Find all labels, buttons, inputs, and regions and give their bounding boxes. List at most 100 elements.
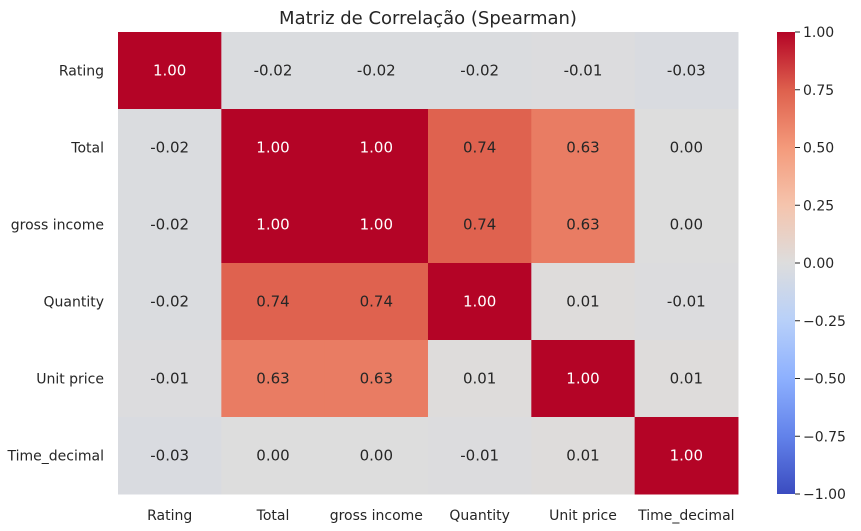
heatmap-cell-2-1 — [221, 186, 326, 264]
heatmap-cell-3-4 — [531, 263, 636, 341]
heatmap-cell-2-0 — [118, 186, 222, 264]
cell-value-label: -0.02 — [150, 216, 189, 234]
column-label-2: gross income — [330, 508, 423, 524]
heatmap-cell-4-1 — [221, 340, 326, 418]
cell-value-label: -0.02 — [150, 293, 189, 311]
cell-value-label: -0.03 — [150, 447, 189, 465]
heatmap-cell-0-0 — [118, 32, 222, 110]
heatmap-cell-3-3 — [427, 263, 532, 341]
colorbar-ticks: 1.00 0.75 0.50 0.25 0.00 −0.25 −0.50 −0.75 −1.00 — [795, 25, 846, 503]
cell-value-label: -0.01 — [460, 447, 499, 465]
heatmap-cell-0-5 — [634, 32, 739, 110]
cell-value-label: 0.00 — [670, 139, 703, 157]
heatmap-cell-5-1 — [221, 417, 326, 495]
cell-value-label: 1.00 — [256, 139, 289, 157]
heatmap-cell-4-3 — [427, 340, 532, 418]
heatmap-cell-0-3 — [427, 32, 532, 110]
cell-value-label: 0.01 — [566, 293, 599, 311]
heatmap-cells: 1.00 -0.02 -0.02 -0.02 -0.01 -0.03 -0.02 1.00 1.… — [118, 32, 739, 495]
cell-value-label: -0.02 — [150, 139, 189, 157]
row-label-5: Time_decimal — [7, 449, 104, 465]
cell-value-label: 1.00 — [256, 216, 289, 234]
cell-value-label: 0.63 — [566, 139, 599, 157]
row-label-2: gross income — [11, 218, 104, 234]
heatmap-cell-5-4 — [531, 417, 636, 495]
heatmap-cell-0-4 — [531, 32, 636, 110]
heatmap-cell-1-0 — [118, 109, 222, 187]
heatmap-cell-1-2 — [324, 109, 429, 187]
column-label-1: Total — [256, 508, 290, 524]
heatmap-cell-0-1 — [221, 32, 326, 110]
cell-value-label: -0.02 — [254, 62, 293, 80]
cell-value-label: 0.01 — [566, 447, 599, 465]
colorbar-tick-label: −0.75 — [803, 429, 846, 445]
heatmap-cell-4-5 — [634, 340, 739, 418]
colorbar — [777, 32, 795, 494]
cell-value-label: 0.63 — [566, 216, 599, 234]
heatmap-cell-1-1 — [221, 109, 326, 187]
colorbar-tick-label: 1.00 — [803, 25, 834, 41]
cell-value-label: -0.01 — [667, 293, 706, 311]
heatmap-cell-3-0 — [118, 263, 222, 341]
cell-value-label: 0.74 — [256, 293, 289, 311]
row-tick-labels: Rating Total gross income Quantity Unit pric… — [7, 64, 104, 465]
colorbar-tick-label: −0.25 — [803, 314, 846, 330]
heatmap-cell-1-5 — [634, 109, 739, 187]
colorbar-tick-label: 0.50 — [803, 141, 834, 157]
row-label-0: Rating — [59, 64, 104, 80]
cell-value-label: -0.02 — [357, 62, 396, 80]
heatmap-cell-4-2 — [324, 340, 429, 418]
cell-value-label: 1.00 — [566, 370, 599, 388]
colorbar-tick-label: 0.25 — [803, 198, 834, 214]
heatmap-cell-4-0 — [118, 340, 222, 418]
column-label-5: Time_decimal — [637, 508, 734, 524]
cell-value-label: 0.74 — [463, 139, 496, 157]
cell-value-label: 1.00 — [360, 216, 393, 234]
cell-value-label: -0.01 — [564, 62, 603, 80]
heatmap-cell-2-5 — [634, 186, 739, 264]
cell-value-label: 0.00 — [670, 216, 703, 234]
heatmap-cell-3-1 — [221, 263, 326, 341]
heatmap-cell-1-4 — [531, 109, 636, 187]
cell-value-label: 0.01 — [463, 370, 496, 388]
heatmap-cell-2-4 — [531, 186, 636, 264]
column-label-0: Rating — [147, 508, 192, 524]
colorbar-tick-label: −1.00 — [803, 487, 846, 503]
row-label-3: Quantity — [44, 295, 105, 311]
heatmap-cell-5-0 — [118, 417, 222, 495]
heatmap-cell-0-2 — [324, 32, 429, 110]
chart-title: Matriz de Correlação (Spearman) — [279, 8, 577, 29]
cell-value-label: 0.63 — [256, 370, 289, 388]
colorbar-tick-label: 0.75 — [803, 83, 834, 99]
row-label-1: Total — [70, 141, 104, 157]
heatmap-cell-5-5 — [634, 417, 739, 495]
heatmap-cell-3-5 — [634, 263, 739, 341]
cell-value-label: 1.00 — [360, 139, 393, 157]
cell-value-label: 0.00 — [360, 447, 393, 465]
cell-value-label: 1.00 — [463, 293, 496, 311]
cell-value-label: 0.74 — [463, 216, 496, 234]
column-tick-labels: Rating Total gross income Quantity Unit pric… — [147, 508, 734, 524]
cell-value-label: 1.00 — [153, 62, 186, 80]
heatmap-cell-5-3 — [427, 417, 532, 495]
cell-value-label: 1.00 — [670, 447, 703, 465]
cell-value-label: 0.01 — [670, 370, 703, 388]
colorbar-tick-label: −0.50 — [803, 372, 846, 388]
cell-value-label: 0.74 — [360, 293, 393, 311]
cell-value-label: -0.02 — [460, 62, 499, 80]
heatmap-cell-3-2 — [324, 263, 429, 341]
cell-value-label: 0.00 — [256, 447, 289, 465]
cell-value-label: -0.03 — [667, 62, 706, 80]
cell-value-label: -0.01 — [150, 370, 189, 388]
heatmap-cell-2-3 — [427, 186, 532, 264]
heatmap-cell-1-3 — [427, 109, 532, 187]
column-label-4: Unit price — [549, 508, 617, 524]
column-label-3: Quantity — [449, 508, 510, 524]
cell-value-label: 0.63 — [360, 370, 393, 388]
heatmap-cell-5-2 — [324, 417, 429, 495]
colorbar-tick-label: 0.00 — [803, 256, 834, 272]
heatmap-cell-4-4 — [531, 340, 636, 418]
heatmap-cell-2-2 — [324, 186, 429, 264]
row-label-4: Unit price — [36, 372, 104, 388]
